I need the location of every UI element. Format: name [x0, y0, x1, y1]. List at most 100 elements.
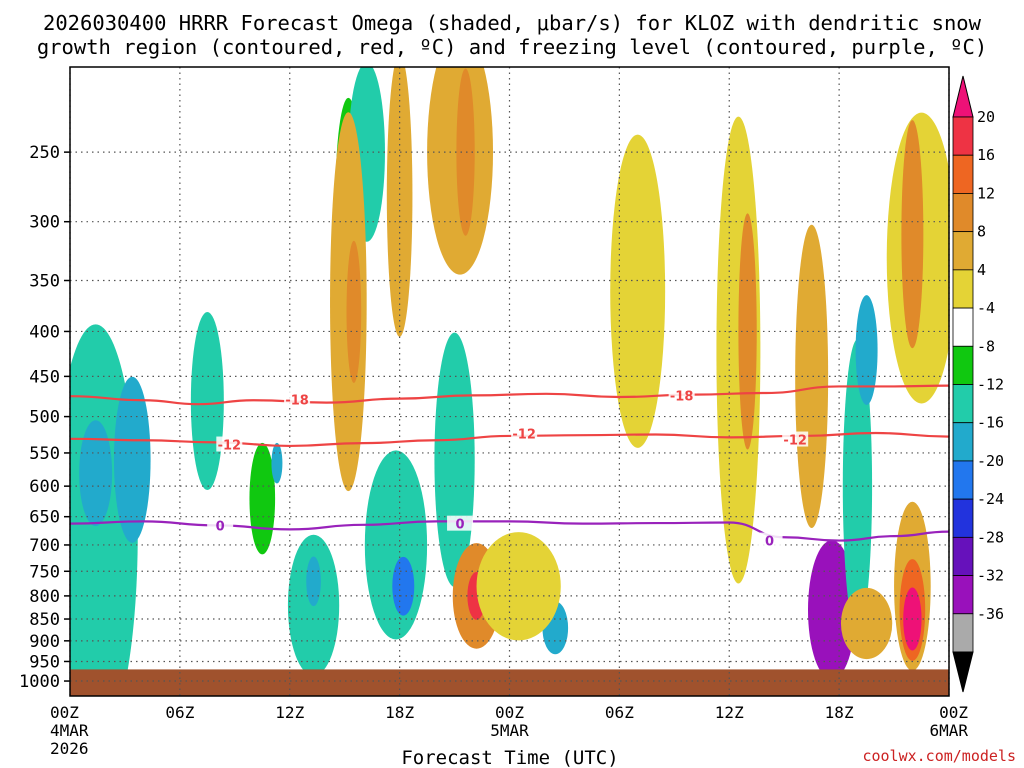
ground-surface: [70, 669, 949, 696]
contour-label: -12: [783, 434, 807, 449]
colorbar-tick-label: -24: [977, 490, 1004, 508]
contour-label: -18: [285, 393, 309, 408]
colorbar-tick-label: 16: [977, 146, 995, 164]
x-tick-date: 5MAR: [490, 721, 529, 740]
contour-label-bg: [207, 517, 234, 533]
pressure-axis: 2503003504004505005506006507007508008509…: [19, 143, 70, 692]
colorbar-top-arrow: [952, 75, 974, 118]
colorbar-box: [952, 460, 974, 500]
omega-region: [190, 311, 224, 491]
colorbar-box: [952, 575, 974, 615]
x-tick-label: 18Z: [825, 703, 854, 722]
contour-label: 0: [216, 519, 225, 534]
y-tick-label: 900: [29, 632, 60, 652]
y-tick-label: 350: [29, 272, 60, 292]
y-tick-label: 600: [29, 477, 60, 497]
omega-region: [249, 442, 276, 555]
colorbar-box: [952, 536, 974, 576]
colorbar-tick-label: -20: [977, 452, 1004, 470]
colorbar-bottom-arrow: [952, 651, 974, 693]
colorbar-tick-label: -32: [977, 567, 1004, 585]
omega-region: [456, 68, 475, 236]
contour-label: 0: [765, 535, 774, 550]
omega-region: [386, 67, 413, 337]
colorbar-tick-label: 20: [977, 108, 995, 126]
contour-label-bg: [756, 532, 783, 548]
chart-title-line2: growth region (contoured, red, ºC) and f…: [37, 35, 987, 59]
omega-region: [392, 556, 415, 616]
omega-region: [476, 532, 561, 641]
chart-title-line1: 2026030400 HRRR Forecast Omega (shaded, …: [43, 11, 982, 35]
contour-dendritic-top: [70, 384, 949, 406]
colorbar-box: [952, 269, 974, 309]
y-tick-label: 800: [29, 587, 60, 607]
contour-label-bg: [668, 387, 695, 403]
y-tick-label: 500: [29, 408, 60, 428]
plot-frame: [69, 66, 950, 697]
contour-label-bg: [447, 515, 474, 531]
x-tick-label: 18Z: [385, 703, 414, 722]
colorbar-box: [952, 345, 974, 385]
y-tick-label: 550: [29, 444, 60, 464]
colorbar-tick-label: 4: [977, 261, 986, 279]
colorbar-tick-label: -8: [977, 337, 995, 355]
colorbar-box: [952, 116, 974, 156]
contour-label: -12: [218, 439, 242, 454]
contour-label-bg: [216, 436, 243, 452]
x-tick-date: 6MAR: [929, 721, 968, 740]
contour-label: -12: [512, 428, 536, 443]
contour-label: 0: [456, 518, 465, 533]
y-tick-label: 700: [29, 536, 60, 556]
x-tick-label: 00Z: [939, 703, 968, 722]
y-tick-label: 750: [29, 562, 60, 582]
x-tick-label: 00Z: [50, 703, 79, 722]
colorbar-box: [952, 154, 974, 194]
contour-label-bg: [511, 425, 538, 441]
omega-region: [840, 587, 893, 660]
colorbar-box: [952, 193, 974, 233]
y-tick-label: 450: [29, 367, 60, 387]
x-tick-label: 06Z: [165, 703, 194, 722]
omega-region: [901, 120, 924, 349]
contour-lines: -18 -18 -12 -12 -12 0 0 0: [70, 384, 949, 550]
y-tick-label: 400: [29, 322, 60, 342]
x-axis-label: Forecast Time (UTC): [401, 747, 618, 768]
contour-label-bg: [284, 391, 311, 407]
y-tick-label: 250: [29, 143, 60, 163]
omega-region: [79, 420, 113, 527]
colorbar-box: [952, 613, 974, 653]
x-tick-label: 00Z: [495, 703, 524, 722]
x-tick-label: 06Z: [605, 703, 634, 722]
omega-region: [610, 134, 666, 448]
colorbar-box: [952, 231, 974, 271]
omega-region: [306, 556, 321, 607]
colorbar-tick-label: 8: [977, 223, 986, 241]
y-tick-label: 950: [29, 652, 60, 672]
colorbar-box: [952, 498, 974, 538]
x-tick-label: 12Z: [715, 703, 744, 722]
colorbar-box: [952, 384, 974, 424]
y-tick-label: 300: [29, 213, 60, 233]
colorbar-tick-label: -16: [977, 414, 1004, 432]
y-tick-label: 850: [29, 610, 60, 630]
colorbar-tick-label: 12: [977, 184, 995, 202]
omega-region: [113, 376, 151, 543]
omega-region: [855, 295, 878, 405]
omega-region: [346, 240, 362, 383]
x-tick-year: 2026: [50, 739, 89, 758]
omega-region: [795, 224, 829, 529]
omega-region: [271, 442, 283, 484]
colorbar: 20 16 12 8 4 -4 -8 -12 -16 -20 -24 -28 -32 -36: [952, 75, 1004, 693]
colorbar-box: [952, 307, 974, 347]
colorbar-tick-label: -28: [977, 528, 1004, 546]
colorbar-tick-label: -4: [977, 299, 995, 317]
y-tick-label: 1000: [19, 672, 60, 692]
x-tick-date: 4MAR: [50, 721, 89, 740]
colorbar-tick-label: -12: [977, 376, 1004, 394]
x-tick-label: 12Z: [275, 703, 304, 722]
y-tick-label: 650: [29, 508, 60, 528]
colorbar-box: [952, 422, 974, 462]
colorbar-tick-label: -36: [977, 605, 1004, 623]
omega-region: [807, 540, 856, 680]
